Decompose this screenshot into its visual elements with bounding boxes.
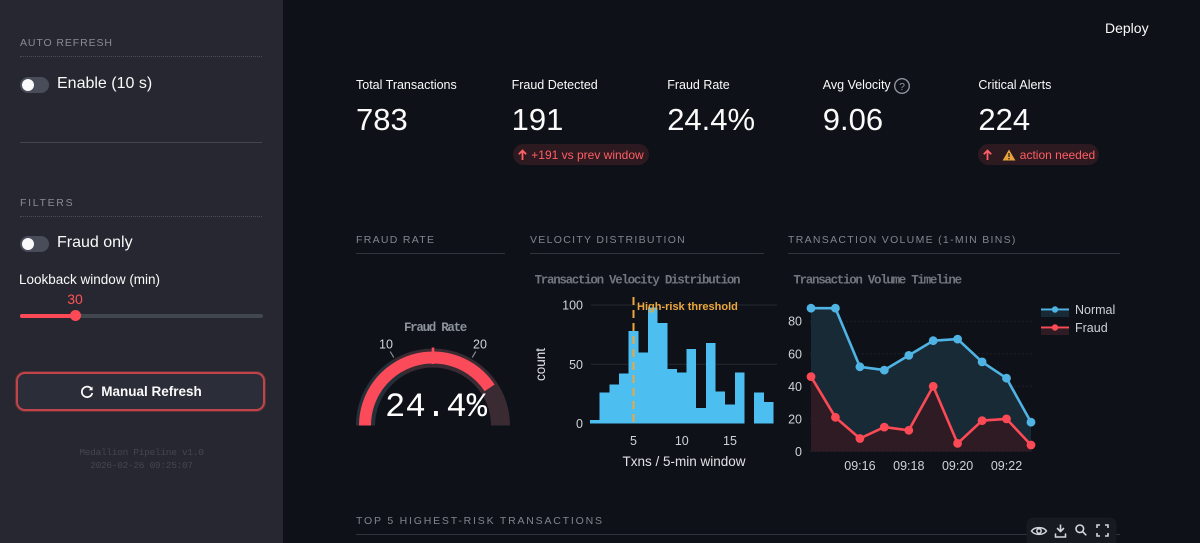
svg-text:count: count	[533, 348, 548, 381]
svg-text:Fraud Rate: Fraud Rate	[404, 321, 467, 335]
svg-text:100: 100	[562, 299, 583, 313]
svg-text:09:20: 09:20	[942, 459, 973, 473]
svg-text:20: 20	[473, 338, 487, 352]
svg-text:09:18: 09:18	[893, 459, 924, 473]
svg-text:Transaction Velocity Distribut: Transaction Velocity Distribution	[535, 274, 740, 288]
svg-text:40: 40	[788, 380, 802, 394]
svg-text:High-risk threshold: High-risk threshold	[637, 301, 738, 313]
svg-text:Fraud: Fraud	[1075, 321, 1108, 335]
svg-text:50: 50	[569, 358, 583, 372]
svg-text:?: ?	[899, 81, 905, 93]
svg-text:0: 0	[795, 445, 802, 459]
svg-text:09:22: 09:22	[991, 459, 1022, 473]
svg-text:Txns / 5-min window: Txns / 5-min window	[622, 454, 745, 469]
svg-text:80: 80	[788, 315, 802, 329]
svg-text:0: 0	[576, 417, 583, 431]
svg-text:10: 10	[675, 434, 689, 448]
svg-text:24.4%: 24.4%	[385, 389, 488, 427]
svg-text:20: 20	[788, 412, 802, 426]
svg-text:Transaction Volume Timeline: Transaction Volume Timeline	[793, 274, 961, 288]
svg-text:5: 5	[630, 434, 637, 448]
svg-text:Normal: Normal	[1075, 303, 1115, 317]
svg-text:60: 60	[788, 347, 802, 361]
svg-text:10: 10	[379, 338, 393, 352]
svg-text:15: 15	[723, 434, 737, 448]
svg-text:09:16: 09:16	[844, 459, 875, 473]
